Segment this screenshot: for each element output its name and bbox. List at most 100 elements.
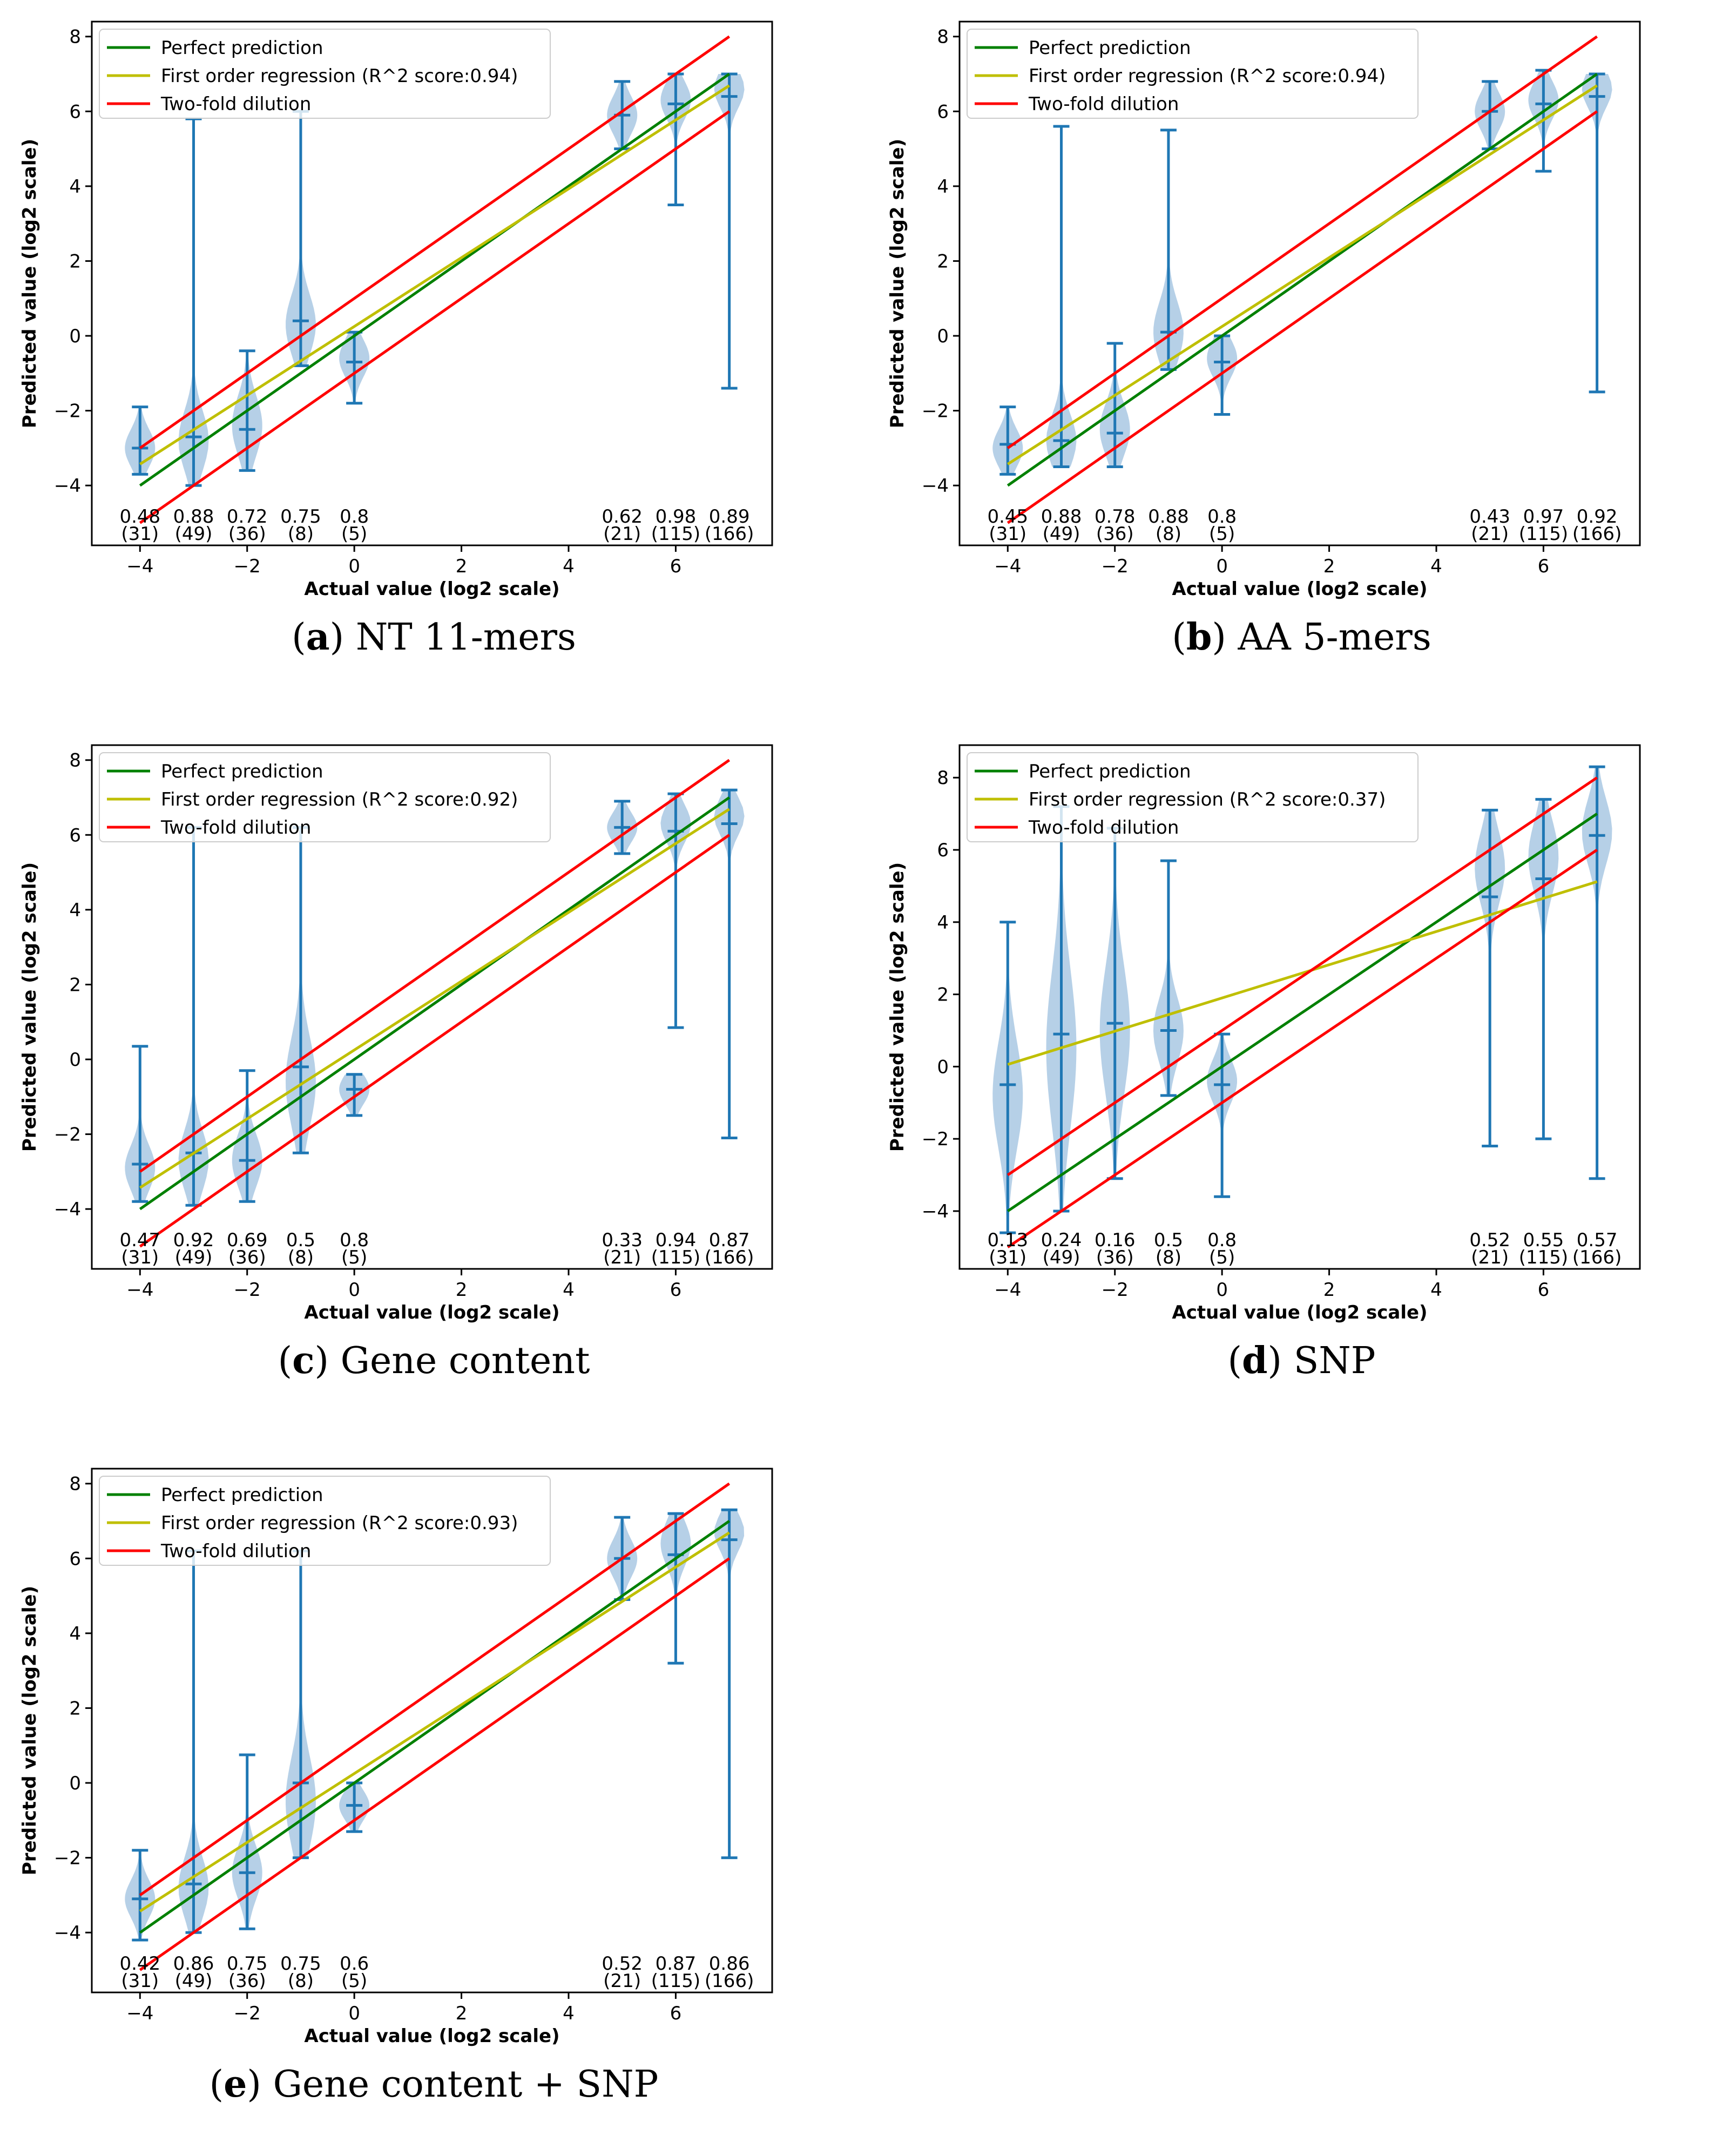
y-tick-label-2: 0 (69, 326, 81, 347)
caption-b-text: AA 5-mers (1238, 616, 1431, 659)
violin-score-label-2: 0.16 (1095, 1229, 1136, 1251)
y-tick-label-3: 2 (69, 1698, 81, 1719)
caption-a: (a) NT 11-mers (292, 616, 576, 659)
x-tick-label-5: 6 (1538, 1279, 1550, 1301)
dilution-lower-line (139, 834, 731, 1248)
violin-count-label-5: (21) (1471, 1247, 1509, 1268)
violin-score-label-1: 0.88 (1041, 506, 1082, 528)
x-tick-label-1: −2 (1102, 556, 1129, 577)
violin-count-label-7: (166) (705, 523, 754, 545)
violin-score-label-5: 0.52 (1469, 1229, 1510, 1251)
y-tick-label-3: 2 (69, 974, 81, 996)
violin-count-label-1: (49) (175, 1247, 213, 1268)
y-axis-label: Predicted value (log2 scale) (887, 862, 908, 1152)
violin-count-label-1: (49) (1043, 523, 1080, 545)
legend: Perfect prediction First order regression… (99, 29, 551, 119)
legend-entry-0: Perfect prediction (161, 761, 323, 782)
perfect-prediction-line (1007, 813, 1598, 1213)
legend-box (99, 752, 551, 842)
violin-count-label-5: (21) (603, 1970, 641, 1992)
x-tick-label-5: 6 (670, 1279, 682, 1301)
violin-score-label-7: 0.89 (709, 506, 750, 528)
caption-b: (b) AA 5-mers (1172, 616, 1431, 659)
regression-line (139, 1531, 730, 1913)
plot-area (992, 35, 1612, 524)
violin-count-label-1: (49) (1043, 1247, 1080, 1268)
legend-entry-1: First order regression (R^2 score:0.37) (1029, 789, 1386, 810)
y-tick-label-5: 6 (937, 840, 949, 861)
chart-d-svg: 0.13(31) 0.24(49) 0.16(36) 0.5(8) 0.8(5) 0.52… (887, 744, 1641, 1323)
y-tick-label-2: 0 (69, 1049, 81, 1071)
perfect-prediction-line (139, 72, 731, 487)
x-tick-label-1: −2 (234, 2003, 261, 2024)
x-tick-label-0: −4 (126, 2003, 153, 2024)
x-tick-label-5: 6 (1538, 556, 1550, 577)
violin-score-label-2: 0.75 (227, 1953, 268, 1975)
x-tick-label-5: 6 (670, 2003, 682, 2024)
violin-score-label-3: 0.75 (280, 506, 321, 528)
violin-count-label-7: (166) (705, 1970, 754, 1992)
violin-score-label-4: 0.8 (1207, 506, 1237, 528)
violin-score-label-3: 0.88 (1148, 506, 1189, 528)
regression-line (1007, 880, 1598, 1066)
y-tick-label-1: −2 (54, 1848, 81, 1869)
chart-c-svg: 0.47(31) 0.92(49) 0.69(36) 0.5(8) 0.8(5) 0.33… (19, 744, 773, 1323)
x-tick-label-3: 2 (1323, 556, 1335, 577)
regression-line (139, 808, 730, 1189)
perfect-prediction-line (139, 1519, 731, 1934)
x-tick-label-2: 0 (348, 556, 360, 577)
x-tick-label-1: −2 (1102, 1279, 1129, 1301)
violin-score-label-0: 0.45 (987, 506, 1028, 528)
x-tick-label-2: 0 (348, 1279, 360, 1301)
plot-area (125, 35, 745, 524)
violin-count-label-6: (115) (651, 523, 700, 545)
panel-c: 0.47 (31) 0.92 (49) 0.69 (36) 0.5 (8) 0.8 (5) 0.33… (0, 724, 868, 1425)
x-axis-label: Actual value (log2 scale) (304, 578, 559, 600)
violin-count-label-2: (36) (1096, 523, 1134, 545)
violin-score-label-3: 0.75 (280, 1953, 321, 1975)
violin-count-label-4: (5) (1209, 1247, 1235, 1268)
violin-count-label-6: (115) (1519, 523, 1568, 545)
violin-count-label-3: (8) (288, 1970, 314, 1992)
plot-frame (958, 21, 1641, 546)
violin-score-label-0: 0.42 (119, 1953, 160, 1975)
caption-c-text: Gene content (340, 1340, 590, 1382)
violin-score-label-3: 0.5 (1154, 1229, 1183, 1251)
violin-count-label-5: (21) (603, 1247, 641, 1268)
x-tick-label-3: 2 (456, 556, 468, 577)
caption-e-text: Gene content + SNP (273, 2063, 659, 2106)
x-tick-label-3: 2 (1323, 1279, 1335, 1301)
violin-count-label-5: (21) (1471, 523, 1509, 545)
violin-count-label-7: (166) (1572, 1247, 1622, 1268)
x-tick-label-4: 4 (563, 2003, 575, 2024)
y-tick-label-5: 6 (937, 101, 949, 123)
violin-score-label-1: 0.92 (173, 1229, 214, 1251)
regression-line (1007, 84, 1598, 465)
y-tick-label-6: 8 (69, 26, 81, 48)
violin-count-label-7: (166) (1572, 523, 1622, 545)
dilution-lower-line (1007, 848, 1598, 1248)
y-tick-label-4: 4 (937, 176, 949, 198)
caption-d-text: SNP (1293, 1340, 1376, 1382)
y-tick-label-2: 0 (937, 1056, 949, 1078)
y-axis-label: Predicted value (log2 scale) (887, 139, 908, 428)
plot-frame (91, 21, 773, 546)
panel-e: 0.42 (31) 0.86 (49) 0.75 (36) 0.75 (8) 0.6 (5) 0.5… (0, 1447, 868, 2149)
violin-count-label-4: (5) (1209, 523, 1235, 545)
y-tick-label-6: 8 (69, 1474, 81, 1495)
x-tick-label-0: −4 (126, 1279, 153, 1301)
legend-box (99, 1476, 551, 1566)
legend: Perfect prediction First order regression… (967, 752, 1418, 842)
plot-area (992, 765, 1612, 1248)
violin-count-label-4: (5) (341, 1247, 367, 1268)
y-tick-label-2: 0 (69, 1773, 81, 1794)
violin-score-label-5: 0.33 (602, 1229, 643, 1251)
dilution-upper-line (139, 1482, 731, 1896)
y-tick-label-1: −2 (922, 1128, 949, 1150)
legend-entry-2: Two-fold dilution (160, 1540, 311, 1562)
violin-count-label-4: (5) (341, 523, 367, 545)
legend: Perfect prediction First order regression… (99, 1476, 551, 1566)
violin-count-label-3: (8) (288, 1247, 314, 1268)
chart-a-svg: 0.48(31) 0.88(49) 0.72(36) 0.75(8) 0.8(5) 0.6… (19, 21, 773, 600)
y-axis-label: Predicted value (log2 scale) (19, 862, 40, 1152)
